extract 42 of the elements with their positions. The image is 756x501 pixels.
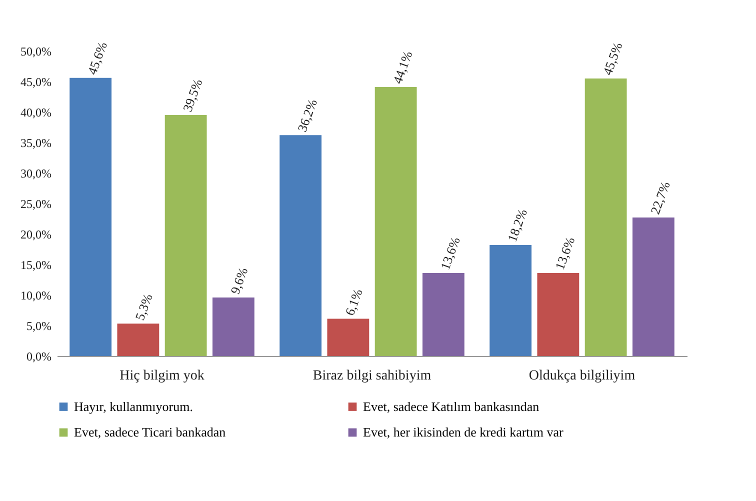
bar <box>164 115 207 356</box>
bar <box>422 273 464 356</box>
bar <box>584 78 627 356</box>
bar <box>327 318 370 356</box>
y-tick-label: 30,0% <box>20 166 52 180</box>
bar <box>632 218 674 356</box>
y-tick-label: 20,0% <box>20 228 52 242</box>
x-tick-label: Oldukça bilgiliyim <box>528 368 636 384</box>
bar <box>537 273 580 356</box>
data-label: 45,6% <box>84 40 110 76</box>
data-label: 22,7% <box>647 179 673 216</box>
y-tick-label: 35,0% <box>20 136 52 150</box>
legend-label: Evet, sadece Ticari bankadan <box>74 424 226 440</box>
y-tick-label: 25,0% <box>20 197 52 211</box>
x-tick-label: Hiç bilgim yok <box>120 368 204 384</box>
data-label: 9,6% <box>227 265 251 296</box>
data-label: 44,1% <box>390 48 416 86</box>
y-tick-label: 50,0% <box>20 44 52 58</box>
y-tick-label: 10,0% <box>20 288 52 302</box>
bar <box>374 86 417 356</box>
data-label: 45,5% <box>600 40 626 78</box>
bar <box>70 78 112 356</box>
data-label: 18,2% <box>504 206 530 244</box>
legend-label: Evet, sadece Katılım bankasından <box>363 398 540 414</box>
data-label: 13,6% <box>552 234 578 272</box>
bar <box>117 324 160 356</box>
x-tick-label: Biraz bilgi sahibiyim <box>312 368 432 384</box>
y-tick-label: 0,0% <box>26 350 52 364</box>
bar <box>490 244 532 356</box>
legend-label: Evet, her ikisinden de kredi kartım var <box>363 424 564 440</box>
data-label: 5,3% <box>132 292 156 322</box>
legend-label: Hayır, kullanmıyorum. <box>74 398 193 414</box>
data-label: 6,1% <box>342 286 366 318</box>
y-tick-label: 5,0% <box>26 319 52 333</box>
data-label: 39,5% <box>180 76 206 114</box>
data-label: 36,2% <box>294 96 320 134</box>
bar <box>212 297 254 356</box>
y-tick-label: 40,0% <box>20 106 52 120</box>
bar <box>280 135 322 356</box>
y-tick-label: 15,0% <box>20 258 52 272</box>
y-tick-label: 45,0% <box>20 75 52 89</box>
data-label: 13,6% <box>437 234 463 272</box>
